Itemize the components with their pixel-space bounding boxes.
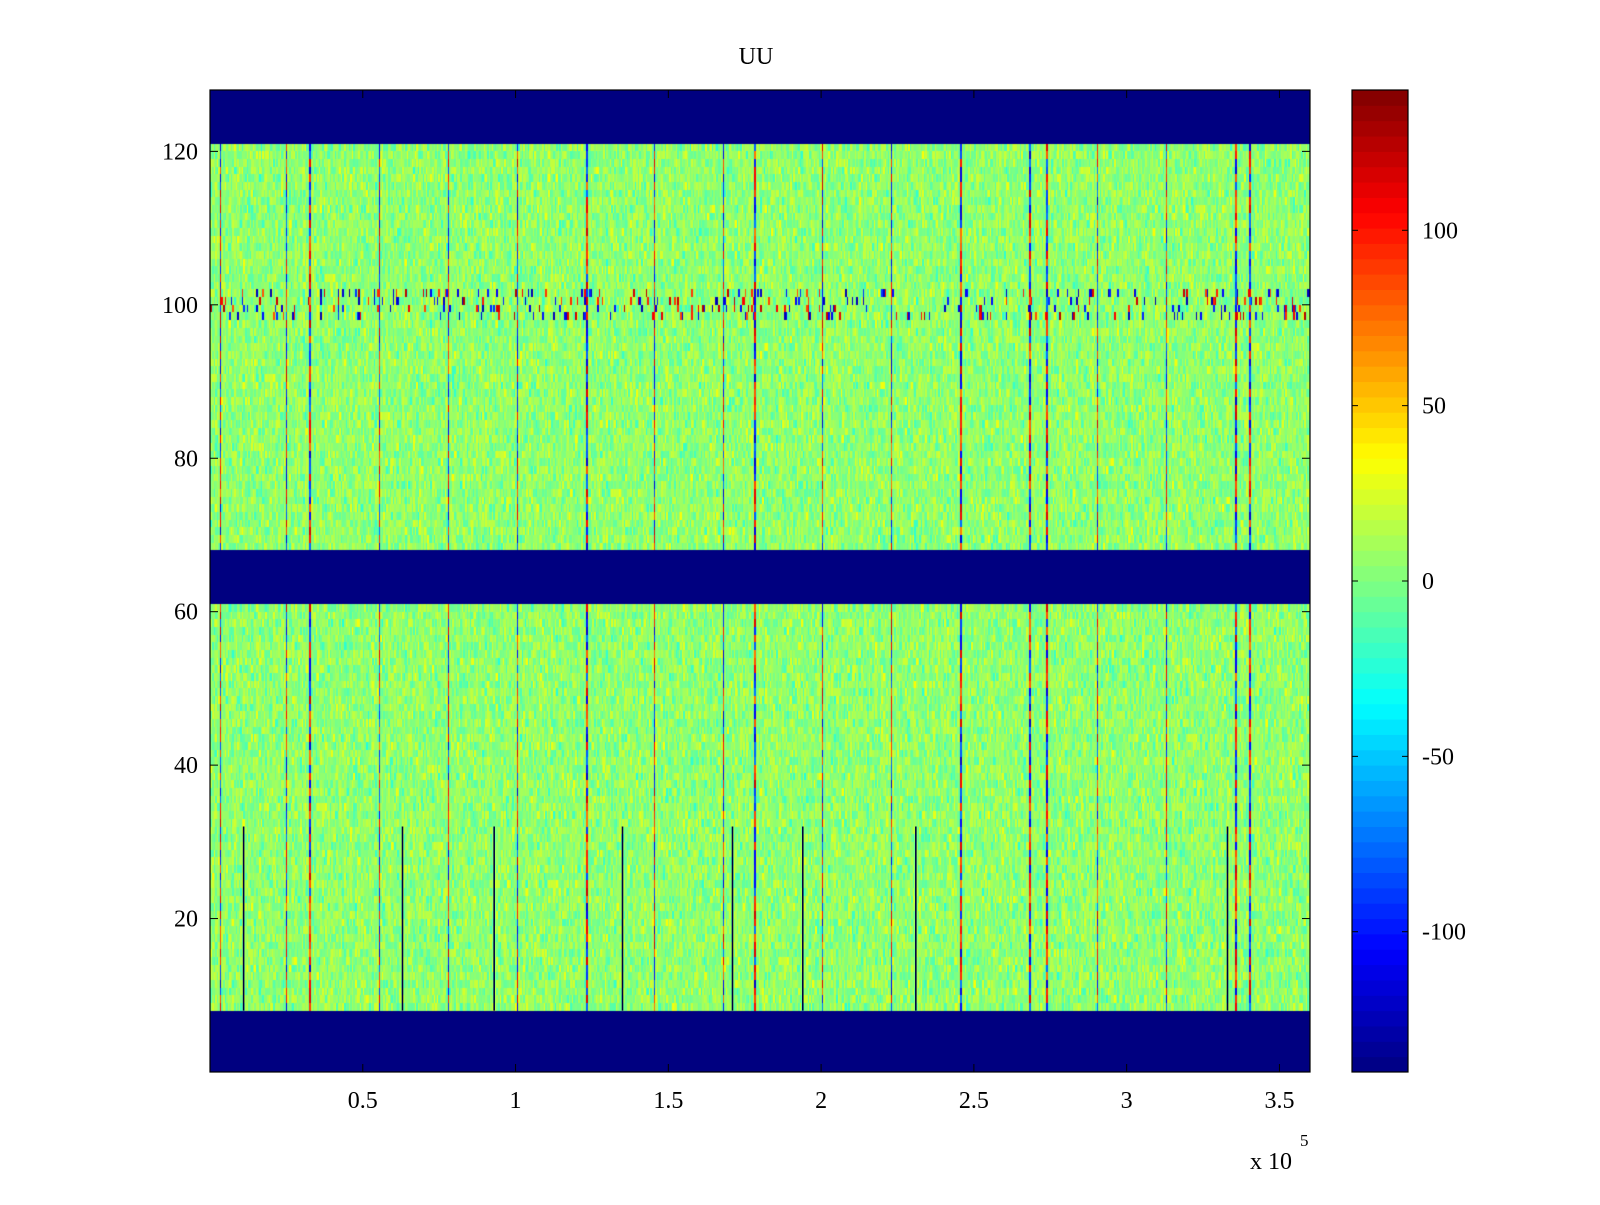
colorbar-swatch — [1352, 427, 1408, 444]
colorbar-swatch — [1352, 1056, 1408, 1073]
colorbar-tick-label: 0 — [1422, 569, 1434, 595]
colorbar-swatch — [1352, 657, 1408, 674]
colorbar-swatch — [1352, 903, 1408, 920]
colorbar-swatch — [1352, 611, 1408, 628]
colorbar-swatch — [1352, 197, 1408, 214]
colorbar-swatch — [1352, 274, 1408, 290]
colorbar-swatch — [1352, 565, 1408, 582]
colorbar-swatch — [1352, 581, 1408, 597]
heatmap-image — [210, 90, 1310, 1072]
colorbar-swatch — [1352, 780, 1408, 797]
colorbar-swatch — [1352, 243, 1408, 260]
colorbar-swatch — [1352, 366, 1408, 383]
colorbar-swatch — [1352, 442, 1408, 459]
colorbar-swatch — [1352, 412, 1408, 429]
colorbar-swatch — [1352, 212, 1408, 229]
colorbar-swatch — [1352, 703, 1408, 720]
colorbar-swatch — [1352, 979, 1408, 996]
colorbar-tick-label: 50 — [1422, 394, 1446, 420]
colorbar-swatch — [1352, 688, 1408, 705]
colorbar-swatch — [1352, 1025, 1408, 1042]
colorbar-swatch — [1352, 933, 1408, 950]
colorbar-swatch — [1352, 90, 1408, 106]
colorbar-swatch — [1352, 719, 1408, 735]
y-tick-label: 120 — [162, 139, 198, 165]
colorbar-swatch — [1352, 396, 1408, 413]
colorbar-swatch — [1352, 1041, 1408, 1058]
colorbar-swatch — [1352, 734, 1408, 751]
colorbar-swatch — [1352, 228, 1408, 244]
y-tick-label: 100 — [162, 293, 198, 319]
x-tick-label: 1.5 — [653, 1088, 683, 1114]
colorbar-tick-label: -100 — [1422, 920, 1466, 946]
colorbar-swatch — [1352, 765, 1408, 781]
x-exponent-label: x 10 — [1250, 1149, 1292, 1175]
colorbar-swatch — [1352, 673, 1408, 689]
colorbar-axis: 100 50 0 -50 -100 — [1352, 218, 1466, 946]
x-axis: 0.5 1 1.5 2 2.5 3 3.5 — [348, 90, 1294, 1114]
colorbar-swatch — [1352, 473, 1408, 490]
colorbar-swatch — [1352, 949, 1408, 966]
colorbar-swatch — [1352, 826, 1408, 843]
chart-title: UU — [739, 44, 774, 70]
colorbar-swatch — [1352, 320, 1408, 336]
colorbar-swatch — [1352, 166, 1408, 183]
colorbar-swatch — [1352, 811, 1408, 827]
colorbar-swatch — [1352, 151, 1408, 168]
y-tick-label: 80 — [174, 446, 198, 472]
colorbar-swatch — [1352, 458, 1408, 475]
colorbar-swatch — [1352, 872, 1408, 889]
colorbar-swatch — [1352, 534, 1408, 551]
colorbar-swatch — [1352, 350, 1408, 367]
colorbar-swatch — [1352, 841, 1408, 858]
colorbar-swatch — [1352, 550, 1408, 567]
colorbar — [1351, 89, 1409, 1073]
colorbar-swatch — [1352, 335, 1408, 352]
colorbar-swatch — [1352, 995, 1408, 1012]
y-axis: 20 40 60 80 100 120 — [162, 139, 1310, 933]
colorbar-tick-label: 100 — [1422, 218, 1458, 244]
colorbar-swatch — [1352, 519, 1408, 536]
x-tick-label: 0.5 — [348, 1088, 378, 1114]
colorbar-swatch — [1352, 504, 1408, 521]
colorbar-swatch — [1352, 964, 1408, 981]
colorbar-swatch — [1352, 258, 1408, 275]
y-tick-label: 20 — [174, 907, 198, 933]
colorbar-swatch — [1352, 627, 1408, 643]
x-tick-label: 3.5 — [1264, 1088, 1294, 1114]
plot-frame — [209, 89, 1311, 1073]
colorbar-swatch — [1352, 749, 1408, 766]
colorbar-swatch — [1352, 289, 1408, 306]
colorbar-swatch — [1352, 136, 1408, 152]
colorbar-swatch — [1352, 642, 1408, 659]
colorbar-tick-label: -50 — [1422, 744, 1454, 770]
colorbar-swatch — [1352, 120, 1408, 137]
colorbar-swatch — [1352, 596, 1408, 613]
colorbar-swatch — [1352, 105, 1408, 122]
colorbar-swatch — [1352, 857, 1408, 874]
y-tick-label: 60 — [174, 600, 198, 626]
x-tick-label: 1 — [510, 1088, 522, 1114]
x-tick-label: 2.5 — [959, 1088, 989, 1114]
colorbar-swatch — [1352, 887, 1408, 904]
x-exponent: 5 — [1300, 1131, 1309, 1150]
colorbar-swatch — [1352, 488, 1408, 505]
colorbar-swatch — [1352, 182, 1408, 198]
colorbar-swatch — [1352, 795, 1408, 812]
x-tick-label: 2 — [815, 1088, 827, 1114]
x-tick-label: 3 — [1121, 1088, 1133, 1114]
y-tick-label: 40 — [174, 753, 198, 779]
heatmap-raster — [210, 90, 1310, 1072]
colorbar-swatch — [1352, 918, 1408, 935]
colorbar-swatch — [1352, 1010, 1408, 1027]
colorbar-swatch — [1352, 304, 1408, 321]
colorbar-swatch — [1352, 381, 1408, 398]
